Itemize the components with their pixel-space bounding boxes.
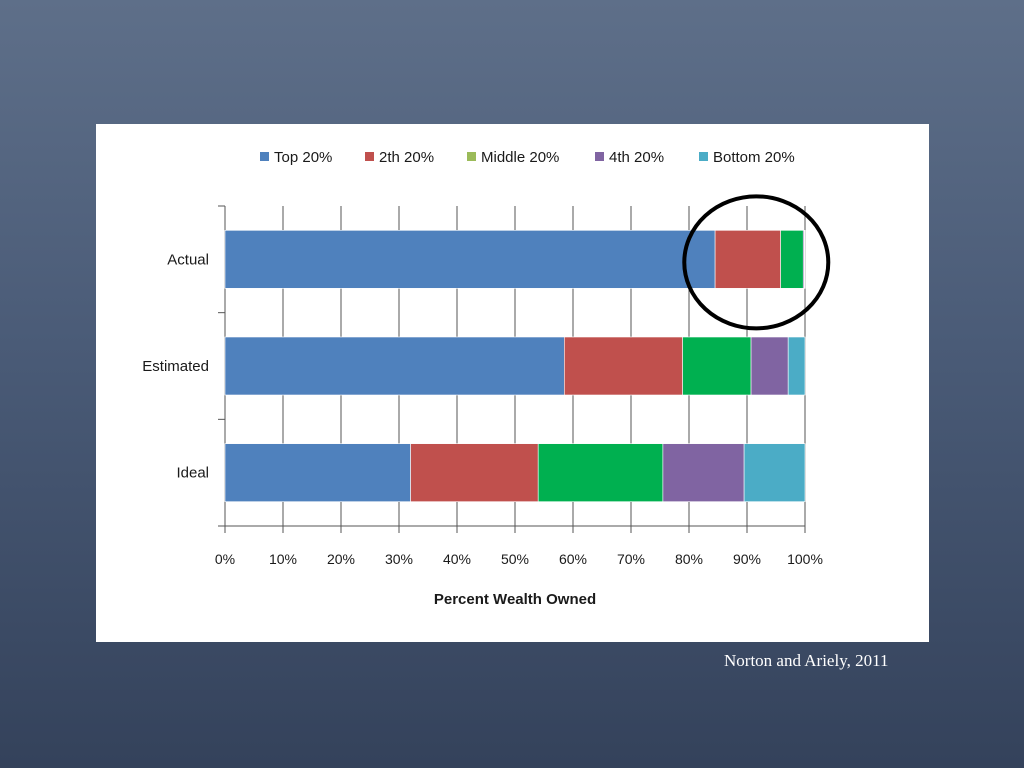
bar-segment-ideal-middle-20- — [537, 443, 664, 502]
x-tick-label: 70% — [617, 551, 645, 567]
citation: Norton and Ariely, 2011 — [724, 651, 889, 670]
stacked-bar-chart: 0% 10% 20% 30% 40% 50% 60% 70% 80% 90% 100% Actual E… — [142, 149, 831, 608]
category-label: Ideal — [176, 465, 209, 482]
category-label: Estimated — [142, 358, 209, 375]
x-tick-label: 60% — [559, 551, 587, 567]
legend-swatch — [467, 152, 476, 161]
legend-label: Bottom 20% — [713, 149, 795, 166]
legend-swatch — [595, 152, 604, 161]
x-tick-label: 90% — [733, 551, 761, 567]
x-tick-label: 20% — [327, 551, 355, 567]
x-tick-label: 80% — [675, 551, 703, 567]
bar-segment-estimated-middle-20- — [682, 336, 752, 396]
bar-segment-ideal-4th-20- — [662, 443, 745, 502]
bar-segment-actual-middle-20- — [780, 230, 804, 289]
x-tick-label: 50% — [501, 551, 529, 567]
x-tick-label: 40% — [443, 551, 471, 567]
x-tick-label: 100% — [787, 551, 823, 567]
x-tick-label: 30% — [385, 551, 413, 567]
legend-label: Top 20% — [274, 149, 332, 166]
bar-segment-ideal-top-20- — [224, 443, 411, 502]
legend-label: 4th 20% — [609, 149, 664, 166]
bar-segment-actual-2th-20- — [714, 230, 781, 289]
bar-segment-ideal-2th-20- — [410, 443, 539, 502]
category-label: Actual — [167, 251, 209, 268]
chart-panel: 0% 10% 20% 30% 40% 50% 60% 70% 80% 90% 100% Actual E… — [96, 124, 929, 642]
bar-segment-estimated-bottom-20- — [787, 336, 806, 396]
bar-segment-estimated-2th-20- — [563, 336, 683, 396]
bar-segment-actual-top-20- — [224, 230, 716, 289]
legend-label: Middle 20% — [481, 149, 559, 166]
legend-swatch — [365, 152, 374, 161]
bar-segment-estimated-top-20- — [224, 336, 565, 396]
legend-swatch — [260, 152, 269, 161]
legend-swatch — [699, 152, 708, 161]
annotation-circle — [682, 194, 831, 331]
x-tick-label: 10% — [269, 551, 297, 567]
x-axis-title: Percent Wealth Owned — [434, 591, 596, 608]
x-tick-label: 0% — [215, 551, 235, 567]
bar-segment-actual-bottom-20- — [804, 230, 806, 289]
legend-label: 2th 20% — [379, 149, 434, 166]
bar-segment-ideal-bottom-20- — [743, 443, 806, 502]
bar-segment-estimated-4th-20- — [750, 336, 789, 396]
